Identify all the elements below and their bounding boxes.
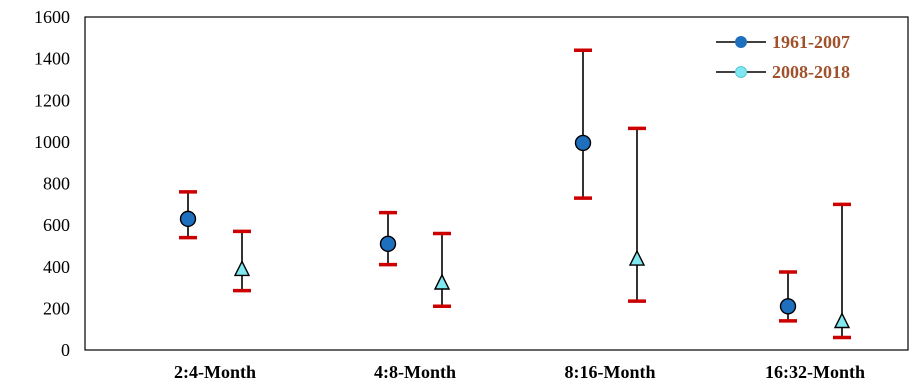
x-tick-label: 16:32-Month: [765, 362, 865, 382]
x-tick-label: 8:16-Month: [565, 362, 656, 382]
x-axis-ticks: 2:4-Month 4:8-Month 8:16-Month 16:32-Month: [174, 362, 865, 382]
y-tick-label: 1400: [34, 49, 70, 69]
x-tick-label: 4:8-Month: [374, 362, 456, 382]
plot-area-frame: [84, 16, 909, 351]
y-tick-label: 1000: [34, 132, 70, 152]
data-point-triangle: [433, 273, 451, 290]
legend-label: 1961-2007: [772, 32, 850, 52]
data-point-circle: [379, 235, 397, 253]
data-point-circle: [574, 134, 592, 152]
data-point-circle: [179, 210, 197, 228]
y-tick-label: 400: [43, 257, 70, 277]
y-tick-label: 600: [43, 215, 70, 235]
data-point-triangle: [628, 249, 646, 266]
legend-marker: [735, 66, 747, 78]
data-point-triangle: [233, 259, 251, 277]
y-tick-label: 800: [43, 174, 70, 194]
y-tick-label: 200: [43, 298, 70, 318]
data-point-triangle: [833, 311, 851, 329]
y-tick-label: 1600: [34, 7, 70, 27]
legend-marker: [735, 36, 747, 48]
data-marks: [179, 48, 851, 340]
y-tick-label: 1200: [34, 90, 70, 110]
x-tick-label: 2:4-Month: [174, 362, 256, 382]
legend: 1961-2007 2008-2018: [716, 32, 850, 82]
y-tick-label: 0: [61, 340, 70, 360]
y-axis-ticks: 0 200 400 600 800 1000 1200 1400 1600: [34, 7, 70, 360]
data-point-circle: [779, 298, 797, 315]
legend-label: 2008-2018: [772, 62, 850, 82]
